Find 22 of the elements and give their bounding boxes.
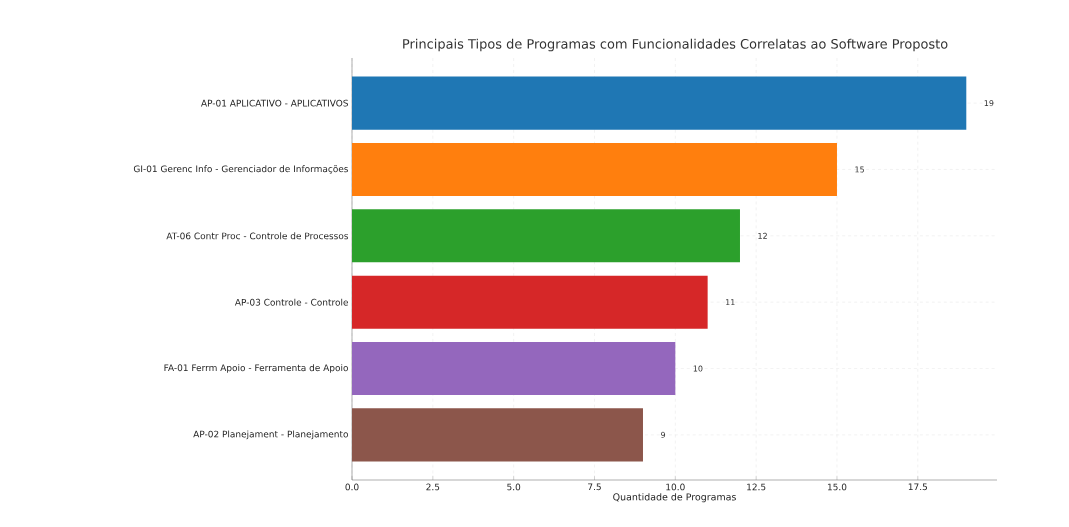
y-tick-label: AP-02 Planejament - Planejamento [193, 430, 348, 440]
bar [352, 275, 708, 329]
bar [352, 142, 837, 197]
y-tick-label: AT-06 Contr Proc - Controle de Processos [166, 232, 349, 240]
x-tick-label: 5.0 [507, 483, 521, 491]
x-tick-label: 10.0 [666, 483, 685, 491]
y-tick-label: AP-01 APLICATIVO - APLICATIVOS [201, 99, 348, 107]
x-tick-label: 12.5 [747, 483, 766, 491]
x-tick-label: 15.0 [827, 483, 847, 491]
y-tick-label: GI-01 Gerenc Info - Gerenciador de Informações [133, 165, 349, 174]
chart-title: Principais Tipos de Programas com Funcionalidades Correlatas ao Software Proposto [403, 38, 948, 52]
y-tick-label: FA-01 Ferrm Apoio - Ferramenta de Apoio [164, 364, 348, 373]
x-axis-title: Quantidade de Programas [613, 493, 736, 503]
bar [352, 408, 643, 462]
bar [352, 341, 676, 396]
x-tick-label: 0.0 [345, 483, 359, 491]
bar [352, 76, 967, 130]
x-tick-label: 7.5 [588, 483, 601, 491]
x-tick-label: 2.5 [426, 483, 440, 491]
y-tick-label: AP-03 Controle - Controle [234, 298, 349, 306]
bar [352, 209, 740, 263]
x-tick-label: 17.5 [908, 483, 927, 491]
